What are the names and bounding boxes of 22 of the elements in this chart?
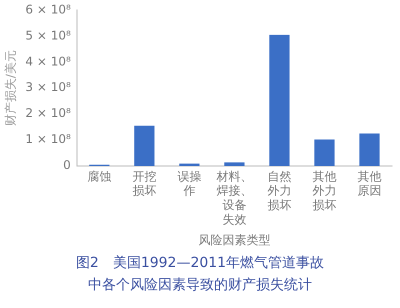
bar (269, 34, 290, 166)
text: 图2 美国1992—2011年燃气管道事故中各个风险因素导致的财产损失统计 (74, 254, 326, 295)
x-tick-label: 材料、焊接、设备失效 (215, 169, 252, 227)
bar (224, 162, 245, 166)
x-tick-label: 开挖损坏 (132, 169, 156, 198)
y-tick-label: 1 × 10⁸ (25, 132, 71, 146)
y-tick-label: 6 × 10⁸ (25, 2, 71, 16)
x-tick-label: 自然外力损坏 (267, 169, 292, 212)
bar (134, 126, 154, 166)
y-tick-label: 5 × 10⁸ (25, 28, 71, 42)
bar (359, 134, 380, 166)
y-tick-label: 0 (63, 158, 71, 172)
y-tick-label: 2 × 10⁸ (25, 106, 71, 120)
x-axis-title: 风险因素类型 (198, 232, 270, 247)
y-tick-label: 3 × 10⁸ (25, 80, 71, 94)
bar (314, 140, 335, 166)
y-tick-label: 4 × 10⁸ (25, 54, 71, 68)
x-tick-label: 误操作 (177, 169, 202, 198)
x-tick-label: 其他外力损坏 (312, 169, 336, 212)
y-axis-title: 财产损失/美元 (3, 50, 18, 126)
x-tick-label: 腐蚀 (87, 169, 112, 184)
x-tick-label: 其他原因 (357, 169, 382, 198)
